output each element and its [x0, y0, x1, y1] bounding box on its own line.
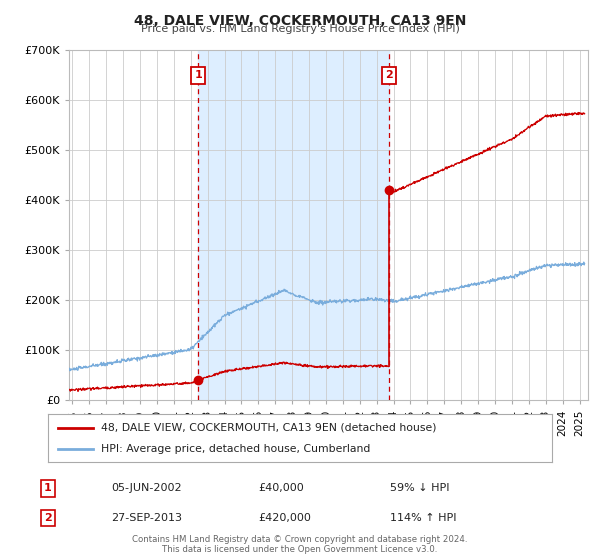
Text: Contains HM Land Registry data © Crown copyright and database right 2024.: Contains HM Land Registry data © Crown c…: [132, 535, 468, 544]
Text: £420,000: £420,000: [258, 513, 311, 523]
Text: 114% ↑ HPI: 114% ↑ HPI: [390, 513, 457, 523]
Text: Price paid vs. HM Land Registry's House Price Index (HPI): Price paid vs. HM Land Registry's House …: [140, 24, 460, 34]
Text: 05-JUN-2002: 05-JUN-2002: [111, 483, 182, 493]
Text: This data is licensed under the Open Government Licence v3.0.: This data is licensed under the Open Gov…: [163, 545, 437, 554]
Text: 2: 2: [385, 71, 393, 81]
Text: £40,000: £40,000: [258, 483, 304, 493]
Text: 2: 2: [44, 513, 52, 523]
Text: HPI: Average price, detached house, Cumberland: HPI: Average price, detached house, Cumb…: [101, 444, 370, 454]
Text: 1: 1: [44, 483, 52, 493]
Text: 1: 1: [194, 71, 202, 81]
Text: 48, DALE VIEW, COCKERMOUTH, CA13 9EN: 48, DALE VIEW, COCKERMOUTH, CA13 9EN: [134, 14, 466, 28]
Bar: [198, 50, 389, 400]
Text: 59% ↓ HPI: 59% ↓ HPI: [390, 483, 449, 493]
Text: 27-SEP-2013: 27-SEP-2013: [111, 513, 182, 523]
Text: 48, DALE VIEW, COCKERMOUTH, CA13 9EN (detached house): 48, DALE VIEW, COCKERMOUTH, CA13 9EN (de…: [101, 423, 436, 433]
